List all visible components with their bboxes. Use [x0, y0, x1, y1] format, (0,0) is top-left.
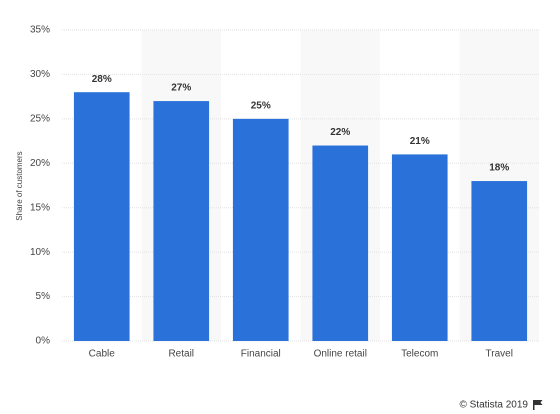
bar: [73, 92, 130, 341]
y-tick-label: 15%: [30, 202, 50, 213]
bar: [232, 118, 289, 341]
x-tick-label: Travel: [486, 349, 513, 360]
y-tick-label: 30%: [30, 69, 50, 80]
x-tick-label: Financial: [241, 349, 281, 360]
bar: [391, 154, 448, 341]
y-tick-label: 0%: [36, 336, 51, 347]
y-tick-label: 10%: [30, 247, 50, 258]
value-label: 28%: [92, 74, 112, 85]
value-label: 18%: [489, 163, 509, 174]
x-tick-label: Retail: [168, 349, 194, 360]
bar: [312, 145, 369, 341]
bar: [153, 101, 210, 341]
x-tick-label: Online retail: [314, 349, 367, 360]
value-label: 22%: [330, 127, 350, 138]
y-tick-label: 20%: [30, 158, 50, 169]
y-axis-label: Share of customers: [15, 151, 24, 220]
y-tick-label: 35%: [30, 25, 50, 36]
value-label: 27%: [171, 83, 191, 94]
value-label: 21%: [410, 136, 430, 147]
footer: © Statista 2019: [459, 400, 528, 411]
bar: [471, 181, 528, 341]
flag-icon: [533, 400, 543, 410]
y-tick-label: 5%: [36, 291, 51, 302]
x-tick-label: Telecom: [401, 349, 438, 360]
x-tick-label: Cable: [89, 349, 116, 360]
y-tick-label: 25%: [30, 113, 50, 124]
value-label: 25%: [251, 100, 271, 111]
